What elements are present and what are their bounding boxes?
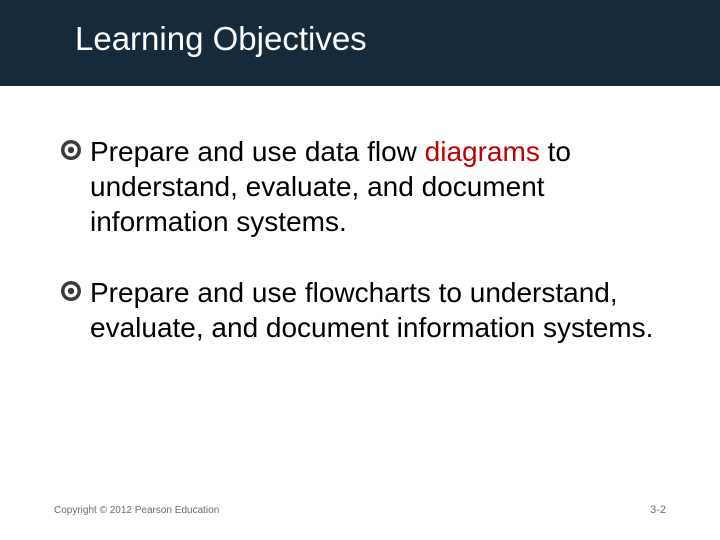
slide-title: Learning Objectives <box>75 20 367 58</box>
footer-copyright: Copyright © 2012 Pearson Education <box>54 505 219 516</box>
content-area: Prepare and use data flow diagrams to un… <box>60 134 670 381</box>
bullet-highlight: diagrams <box>425 136 540 167</box>
bullet-target-icon <box>60 139 82 161</box>
bullet-text: Prepare and use data flow diagrams to un… <box>90 136 571 237</box>
slide: Learning Objectives Prepare and use data… <box>0 0 720 540</box>
bullet-text: Prepare and use flowcharts to understand… <box>90 277 653 343</box>
bullet-item: Prepare and use flowcharts to understand… <box>60 275 670 345</box>
footer-page-number: 3-2 <box>650 504 666 516</box>
title-bar: Learning Objectives <box>0 0 720 86</box>
bullet-pre: Prepare and use data flow <box>90 136 425 167</box>
bullet-pre: Prepare and use flowcharts to understand… <box>90 277 653 343</box>
bullet-item: Prepare and use data flow diagrams to un… <box>60 134 670 239</box>
bullet-target-icon <box>60 280 82 302</box>
